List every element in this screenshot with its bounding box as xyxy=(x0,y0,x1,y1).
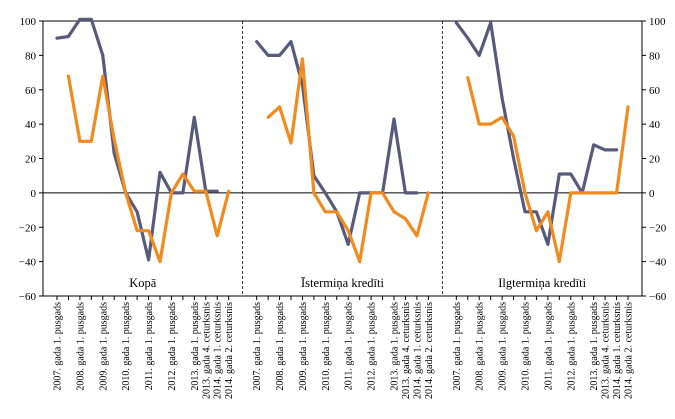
panel-title: Kopā xyxy=(129,276,157,290)
category-label: 2009. gada 1. pusgads xyxy=(298,302,309,391)
category-label: 2009. gada 1. pusgads xyxy=(98,302,109,391)
series-line-2 xyxy=(66,74,231,264)
category-label: 2011. gada 1. pusgads xyxy=(344,302,355,390)
y-tick-label-right: 100 xyxy=(649,16,666,28)
panel-title: Īstermiņa kredīti xyxy=(301,276,384,290)
plot-frame xyxy=(42,20,643,297)
category-label: 2013. gada 1. pusgads xyxy=(589,302,600,391)
series-line-1 xyxy=(454,21,619,246)
category-label: 2007. gada 1. pusgads xyxy=(53,302,64,391)
series-lines xyxy=(55,17,630,264)
series-line-2 xyxy=(466,76,630,264)
y-tick-label-left: 0 xyxy=(31,188,37,200)
category-label: 2007. gada 1. pusgads xyxy=(452,302,463,391)
panel-titles: Kopā Īstermiņa kredīti Ilgtermiņa kredīti xyxy=(129,276,586,290)
y-tick-label-right: 60 xyxy=(649,85,661,97)
y-tick-label-right: 20 xyxy=(649,154,661,166)
y-tick-label-left: 100 xyxy=(20,16,37,28)
category-label: 2012. gada 1. pusgads xyxy=(566,302,577,391)
y-tick-label-right: 0 xyxy=(649,188,655,200)
y-tick-label-right: 80 xyxy=(649,50,661,62)
category-label: 2014. gada 2. ceturksnis xyxy=(224,302,235,399)
series-line-2 xyxy=(266,57,430,264)
category-label: 2012. gada 1. pusgads xyxy=(167,302,178,391)
y-tick-label-right: −20 xyxy=(649,222,667,234)
category-label: 2009. gada 1. pusgads xyxy=(498,302,509,391)
y-tick-label-left: 40 xyxy=(25,119,37,131)
category-label: 2014. gada 2. ceturksnis xyxy=(424,302,435,399)
category-label: 2013. gada 4. ceturksnis xyxy=(201,302,212,399)
category-label: 2013. gada 4. ceturksnis xyxy=(401,302,412,399)
category-label: 2014. gada 2. ceturksnis xyxy=(624,302,635,399)
category-label: 2014. gada 1. ceturksnis xyxy=(213,302,224,399)
y-tick-label-right: 40 xyxy=(649,119,661,131)
y-tick-label-left: 20 xyxy=(25,154,37,166)
category-label: 2007. gada 1. pusgads xyxy=(252,302,263,391)
y-tick-label-left: −40 xyxy=(19,257,37,269)
category-label: 2014. gada 1. ceturksnis xyxy=(612,302,623,399)
category-label: 2012. gada 1. pusgads xyxy=(367,302,378,391)
series-line-1 xyxy=(55,17,219,262)
category-labels: 2007. gada 1. pusgads 2008. gada 1. pusga… xyxy=(53,302,635,399)
panel-title: Ilgtermiņa kredīti xyxy=(498,276,586,290)
category-label: 2014. gada 1. ceturksnis xyxy=(412,302,423,399)
y-tick-label-left: 60 xyxy=(25,85,37,97)
category-label: 2013. gada 1. pusgads xyxy=(190,302,201,391)
category-label: 2011. gada 1. pusgads xyxy=(543,302,554,390)
category-label: 2013. gada 4. ceturksnis xyxy=(601,302,612,399)
y-tick-label-left: 80 xyxy=(25,50,37,62)
axes: 100 100 80 80 60 60 40 40 20 20 0 0 −20 −20 −40 −40 −60 −… xyxy=(19,16,667,303)
y-tick-label-right: −40 xyxy=(649,257,667,269)
category-label: 2010. gada 1. pusgads xyxy=(321,302,332,391)
category-label: 2013. gada 1. pusgads xyxy=(390,302,401,391)
category-label: 2010. gada 1. pusgads xyxy=(121,302,132,391)
category-label: 2010. gada 1. pusgads xyxy=(521,302,532,391)
category-label: 2008. gada 1. pusgads xyxy=(475,302,486,391)
y-tick-label-left: −60 xyxy=(19,291,37,303)
category-label: 2008. gada 1. pusgads xyxy=(275,302,286,391)
panel-dividers xyxy=(242,21,443,296)
category-label: 2008. gada 1. pusgads xyxy=(75,302,86,391)
category-label: 2011. gada 1. pusgads xyxy=(144,302,155,390)
y-tick-label-right: −60 xyxy=(649,291,667,303)
y-tick-label-left: −20 xyxy=(19,222,37,234)
